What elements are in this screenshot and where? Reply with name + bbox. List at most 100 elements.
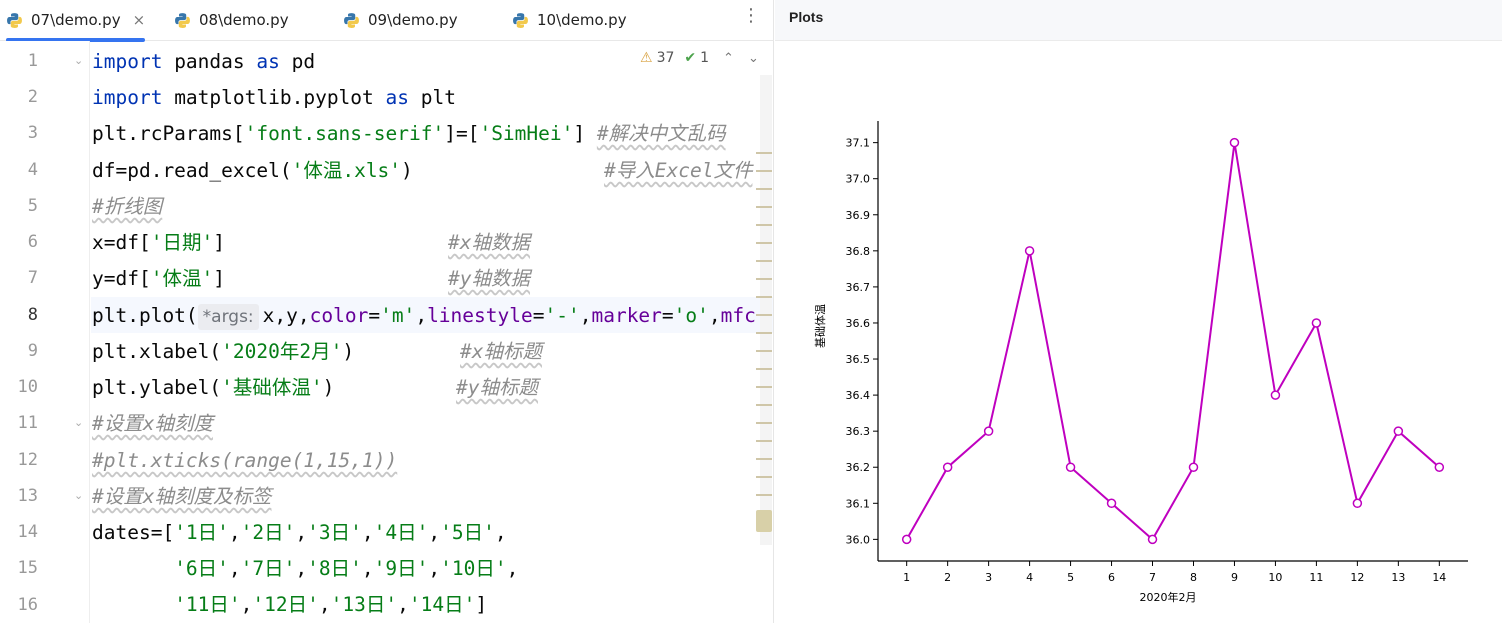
tab-10-demo[interactable]: 10\demo.py <box>512 0 627 40</box>
data-point <box>942 462 953 472</box>
code-line-6[interactable]: x=df['日期'] #x轴数据 <box>92 231 530 254</box>
chevron-down-icon[interactable]: ⌄ <box>747 50 759 66</box>
code-line-9[interactable]: plt.xlabel('2020年2月') #x轴标题 <box>92 340 542 363</box>
python-file-icon <box>7 12 22 28</box>
x-tick-label: 8 <box>1190 571 1197 584</box>
scroll-mark <box>756 242 772 244</box>
x-tick-label: 11 <box>1309 571 1323 584</box>
code-line-4[interactable]: df=pd.read_excel('体温.xls') #导入Excel文件 <box>92 159 753 182</box>
fold-icon[interactable]: ⌄ <box>74 54 84 67</box>
tab-09-demo[interactable]: 09\demo.py <box>343 0 458 40</box>
python-file-icon <box>344 12 359 28</box>
line-number[interactable]: 14 <box>17 522 38 542</box>
line-number[interactable]: 3 <box>27 123 38 143</box>
data-point <box>1270 390 1281 400</box>
code-line-16[interactable]: '11日','12日','13日','14日'] <box>174 593 488 616</box>
scroll-mark <box>756 224 772 226</box>
code-line-8[interactable]: plt.plot(*args: x,y,color='m',linestyle='… <box>92 298 756 334</box>
line-number[interactable]: 11 <box>17 413 38 433</box>
code-line-3[interactable]: plt.rcParams['font.sans-serif']=['SimHei… <box>92 122 726 145</box>
x-tick-label: 2 <box>944 571 951 584</box>
python-file-icon <box>175 12 190 28</box>
data-point <box>1229 137 1240 148</box>
line-number[interactable]: 4 <box>27 160 38 180</box>
y-tick-label: 36.1 <box>846 497 871 510</box>
line-number[interactable]: 15 <box>17 558 38 578</box>
code-line-5[interactable]: #折线图 <box>92 195 163 218</box>
code-line-13[interactable]: #设置x轴刻度及标签 <box>92 485 272 508</box>
y-tick-label: 37.0 <box>846 173 871 186</box>
warning-icon: ⚠ <box>640 50 653 66</box>
more-tabs-icon[interactable]: ⋮ <box>742 5 760 26</box>
x-tick-label: 14 <box>1432 571 1446 584</box>
data-point <box>1434 462 1445 472</box>
code-line-15[interactable]: '6日','7日','8日','9日','10日', <box>174 557 519 580</box>
line-number[interactable]: 12 <box>17 450 38 470</box>
code-line-1[interactable]: import pandas as pd <box>92 50 316 73</box>
y-tick-label: 36.7 <box>846 281 871 294</box>
x-tick-label: 13 <box>1391 571 1405 584</box>
data-point <box>1311 318 1322 328</box>
fold-icon[interactable]: ⌄ <box>74 489 84 502</box>
scroll-mark <box>756 188 772 190</box>
scroll-mark <box>756 458 772 460</box>
fold-icon[interactable]: ⌄ <box>74 416 84 429</box>
tab-07-demo[interactable]: 07\demo.py × <box>6 0 146 42</box>
data-point <box>1393 426 1404 436</box>
scroll-mark <box>756 440 772 442</box>
code-line-7[interactable]: y=df['体温'] #y轴数据 <box>92 267 530 290</box>
close-icon[interactable]: × <box>132 11 146 29</box>
code-line-12[interactable]: #plt.xticks(range(1,15,1)) <box>92 449 398 472</box>
vertical-scrollbar[interactable] <box>760 75 772 545</box>
line-number[interactable]: 10 <box>17 377 38 397</box>
data-point <box>1065 462 1076 472</box>
scroll-mark <box>756 296 772 298</box>
data-point <box>1188 462 1199 472</box>
scroll-mark <box>756 494 772 496</box>
line-number[interactable]: 6 <box>27 232 38 252</box>
y-tick-label: 36.5 <box>846 353 871 366</box>
ok-count: 1 <box>700 50 710 66</box>
scroll-mark <box>756 314 772 316</box>
x-tick-label: 5 <box>1067 571 1074 584</box>
x-tick-label: 10 <box>1268 571 1282 584</box>
x-tick-label: 12 <box>1350 571 1364 584</box>
plots-title: Plots <box>789 9 824 25</box>
scroll-mark <box>756 332 772 334</box>
code-line-14[interactable]: dates=['1日','2日','3日','4日','5日', <box>92 521 507 544</box>
chevron-up-icon[interactable]: ⌃ <box>723 50 734 66</box>
code-line-2[interactable]: import matplotlib.pyplot as plt <box>92 86 456 109</box>
line-number[interactable]: 7 <box>27 268 38 288</box>
scrollbar-thumb[interactable] <box>756 510 772 532</box>
line-number[interactable]: 5 <box>27 196 38 216</box>
inspections-widget[interactable]: ⚠ 37 ✔ 1 ⌃ ⌄ <box>640 50 763 66</box>
line-number-current[interactable]: 8 <box>27 305 38 325</box>
code-line-10[interactable]: plt.ylabel('基础体温') #y轴标题 <box>92 376 538 399</box>
line-number[interactable]: 1 <box>27 51 38 71</box>
y-tick-label: 37.1 <box>846 137 871 150</box>
data-point <box>983 426 994 436</box>
x-tick-label: 6 <box>1108 571 1115 584</box>
tab-08-demo[interactable]: 08\demo.py <box>174 0 289 40</box>
line-number[interactable]: 9 <box>27 341 38 361</box>
y-tick-label: 36.8 <box>846 245 871 258</box>
scroll-mark <box>756 476 772 478</box>
line-number[interactable]: 16 <box>17 595 38 615</box>
y-tick-label: 36.3 <box>846 425 871 438</box>
code-editor[interactable]: import pandas as pd import matplotlib.py… <box>91 41 773 623</box>
line-chart: 36.0 36.1 36.2 36.3 36.4 36.5 36.6 36.7 36.8 36.9… <box>813 121 1468 604</box>
parameter-hint: *args: <box>197 304 259 330</box>
plots-header: Plots <box>775 0 1502 41</box>
scroll-mark <box>756 260 772 262</box>
python-file-icon <box>513 12 528 28</box>
y-tick-label: 36.6 <box>846 317 871 330</box>
scroll-mark <box>756 350 772 352</box>
line-number[interactable]: 2 <box>27 87 38 107</box>
line-number[interactable]: 13 <box>17 486 38 506</box>
series-line <box>905 142 1440 541</box>
y-axis-label: 基础体温 <box>813 304 827 348</box>
code-line-11[interactable]: #设置x轴刻度 <box>92 412 213 435</box>
scroll-mark <box>756 278 772 280</box>
x-tick-label: 1 <box>903 571 910 584</box>
plots-pane: Plots 36.0 36.1 36.2 36.3 36.4 36.5 36.6 36.7 36… <box>775 0 1502 623</box>
